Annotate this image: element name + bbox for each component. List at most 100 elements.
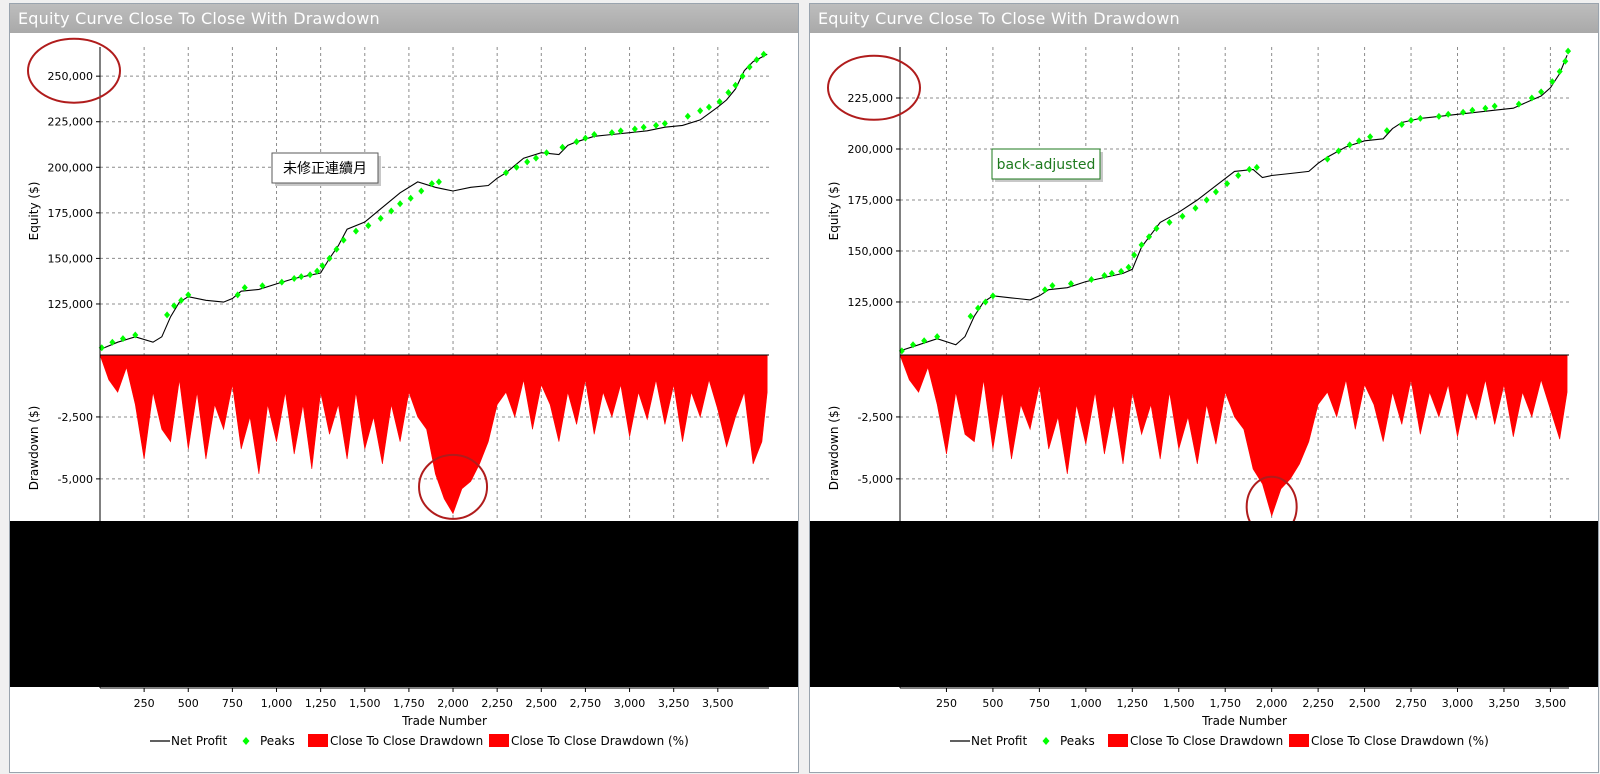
chart-panel-left: Equity Curve Close To Close With Drawdow…: [9, 3, 799, 773]
equity-tick-label: 200,000: [48, 161, 94, 174]
peak-marker: [934, 333, 941, 341]
peak-marker: [921, 337, 928, 345]
peak-marker: [524, 158, 531, 166]
x-tick-label: 2,000: [1256, 697, 1288, 710]
legend-drawdown-pct-label: Close To Close Drawdown (%): [1311, 734, 1489, 748]
peak-marker: [705, 103, 712, 111]
peak-marker: [377, 214, 384, 222]
legend-net-profit-label: Net Profit: [171, 734, 227, 748]
annotation-text: back-adjusted: [997, 157, 1096, 173]
equity-tick-label: 150,000: [48, 252, 94, 265]
drawdown-area: [899, 354, 1568, 517]
equity-axis-title: Equity ($): [827, 182, 841, 241]
peak-marker: [989, 292, 996, 300]
peak-marker: [319, 262, 326, 270]
legend-drawdown-label: Close To Close Drawdown: [1130, 734, 1283, 748]
peak-marker: [340, 236, 347, 244]
legend-net-profit-label: Net Profit: [971, 734, 1027, 748]
peak-marker: [513, 163, 520, 171]
x-tick-label: 3,250: [658, 697, 690, 710]
peak-marker: [760, 50, 767, 58]
peak-marker: [559, 143, 566, 151]
peak-marker: [435, 178, 442, 186]
peak-marker: [753, 56, 760, 64]
drawdown-axis-title: Drawdown ($): [27, 406, 41, 491]
equity-axis-title: Equity ($): [27, 182, 41, 241]
peak-marker: [1179, 212, 1186, 220]
peak-marker: [543, 149, 550, 157]
legend-drawdown-swatch: [308, 734, 328, 747]
peak-marker: [697, 107, 704, 115]
peak-marker: [1253, 163, 1260, 171]
peak-marker: [1118, 267, 1125, 275]
equity-tick-label: 250,000: [48, 70, 94, 83]
peak-marker: [1246, 165, 1253, 173]
peak-marker: [1515, 100, 1522, 108]
peak-marker: [910, 341, 917, 349]
x-tick-label: 2,250: [1302, 697, 1334, 710]
peak-marker: [975, 304, 982, 312]
peak-marker: [732, 81, 739, 89]
chart-panel-right: Equity Curve Close To Close With Drawdow…: [809, 3, 1599, 773]
peak-marker: [1192, 204, 1199, 212]
peak-marker: [1235, 172, 1242, 180]
equity-tick-label: 150,000: [848, 245, 894, 258]
x-tick-label: 3,500: [702, 697, 734, 710]
peak-marker: [109, 338, 116, 346]
peak-marker: [1153, 225, 1160, 233]
drawdown-tick-label: -5,000: [58, 473, 93, 486]
peak-marker: [1445, 110, 1452, 118]
x-tick-label: 500: [982, 697, 1003, 710]
x-tick-label: 500: [178, 697, 199, 710]
drawdown-tick-label: -2,500: [858, 411, 893, 424]
peak-marker: [388, 207, 395, 215]
peak-marker: [185, 291, 192, 299]
peak-marker: [178, 296, 185, 304]
annotation-box: [271, 152, 379, 184]
peak-marker: [1528, 94, 1535, 102]
peak-marker: [259, 282, 266, 290]
peak-marker: [617, 127, 624, 135]
peak-marker: [716, 98, 723, 106]
peak-marker: [241, 284, 248, 292]
peak-marker: [640, 123, 647, 131]
panel-title: Equity Curve Close To Close With Drawdow…: [10, 4, 798, 33]
equity-tick-label: 200,000: [848, 143, 894, 156]
peak-marker: [1088, 276, 1095, 284]
x-tick-label: 1,000: [261, 697, 293, 710]
legend-drawdown-label: Close To Close Drawdown: [330, 734, 483, 748]
x-tick-label: 2,250: [481, 697, 513, 710]
peak-marker: [1324, 155, 1331, 163]
legend-peaks-swatch: [1042, 737, 1050, 745]
peak-marker: [1356, 137, 1363, 145]
peak-marker: [573, 138, 580, 146]
peak-marker: [428, 180, 435, 188]
peak-marker: [1224, 180, 1231, 188]
peak-marker: [608, 129, 615, 137]
peak-marker: [333, 245, 340, 253]
peak-marker: [1067, 280, 1074, 288]
peak-marker: [739, 72, 746, 80]
peak-marker: [1131, 251, 1138, 259]
highlight-circle-top: [27, 37, 121, 104]
legend-drawdown-swatch: [1108, 734, 1128, 747]
x-tick-label: 2,750: [1395, 697, 1427, 710]
peak-marker: [532, 154, 539, 162]
peak-marker: [502, 169, 509, 177]
legend-peaks-label: Peaks: [1060, 734, 1095, 748]
equity-chart-right: 125,000 150,000 175,000 200,000 225,000 -2,50…: [810, 47, 1598, 748]
peak-marker: [1146, 233, 1153, 241]
peak-marker: [653, 121, 660, 129]
peak-marker: [746, 63, 753, 71]
panel-title: Equity Curve Close To Close With Drawdow…: [810, 4, 1598, 33]
redacted-area: [10, 521, 798, 687]
peak-marker: [1538, 88, 1545, 96]
highlight-circle-drawdown: [418, 453, 489, 520]
equity-tick-label: 175,000: [848, 194, 894, 207]
peak-marker: [1435, 112, 1442, 120]
peak-marker: [234, 291, 241, 299]
peak-marker: [631, 125, 638, 133]
peak-marker: [171, 302, 178, 310]
x-axis-title: Trade Number: [401, 714, 487, 728]
drawdown-axis-title: Drawdown ($): [827, 406, 841, 491]
